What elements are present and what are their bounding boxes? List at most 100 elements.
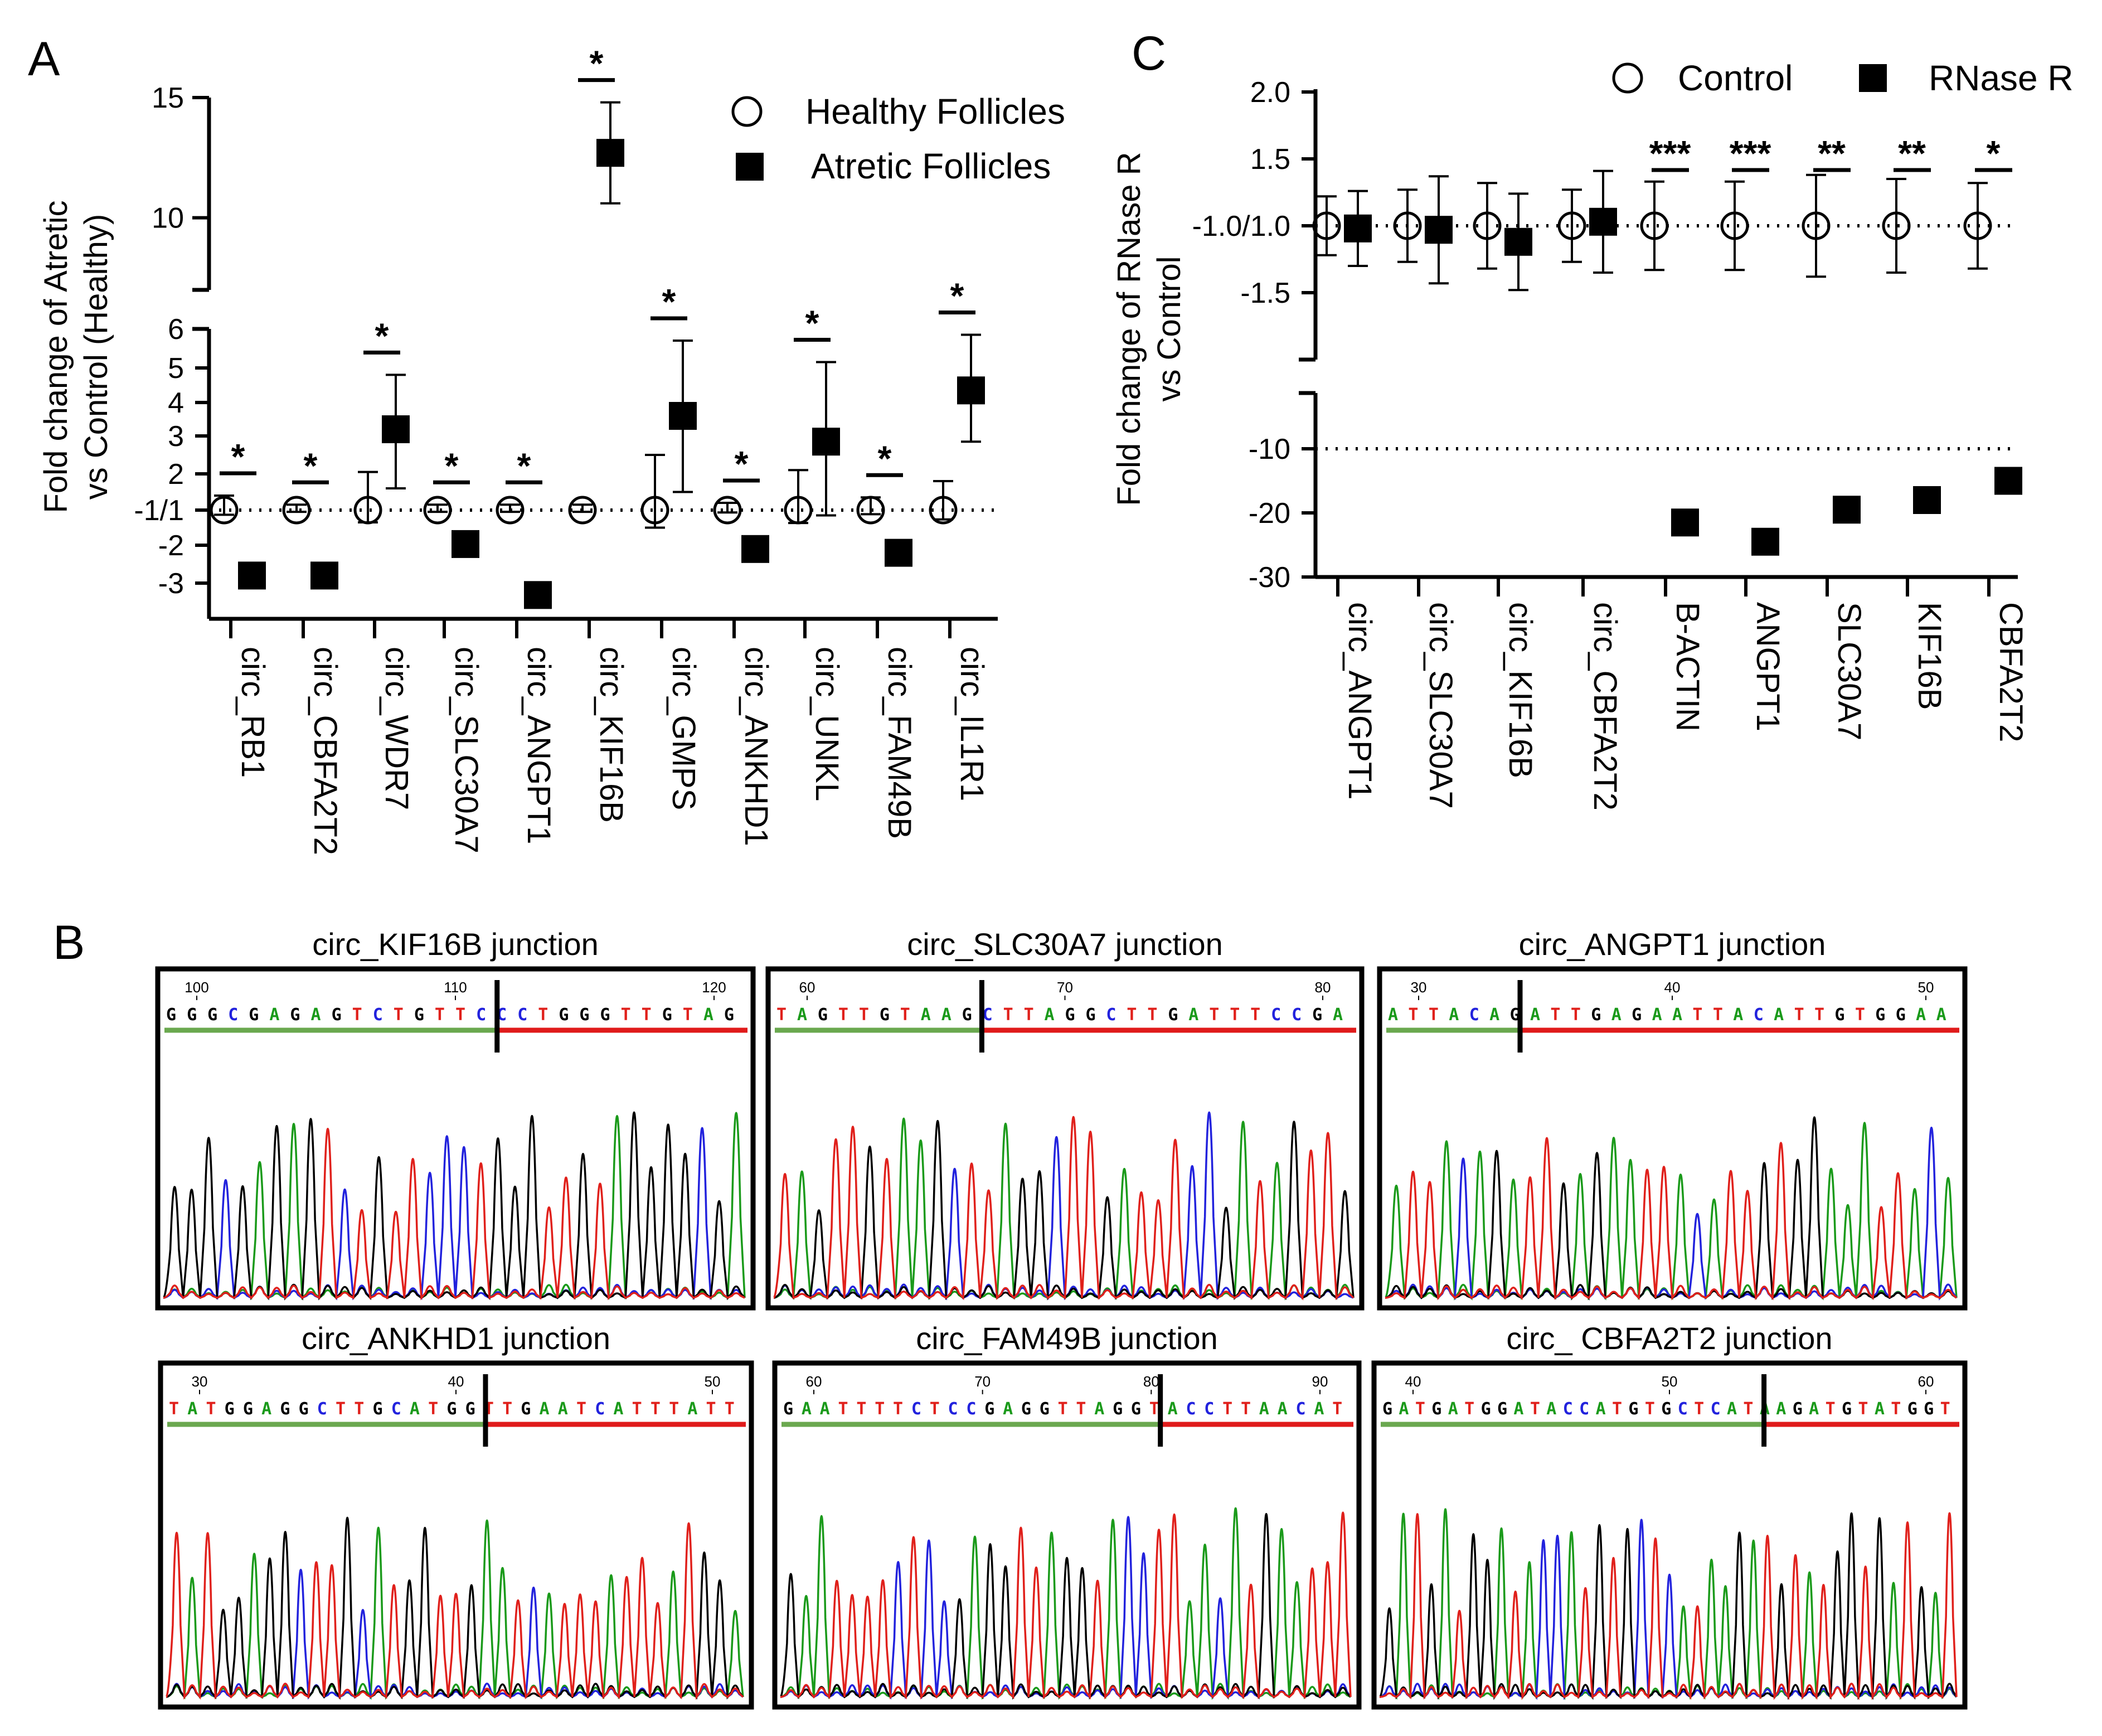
base-call: G <box>1065 1005 1075 1025</box>
base-call: C <box>911 1399 921 1419</box>
base-call: A <box>261 1399 271 1419</box>
base-call: G <box>187 1005 197 1025</box>
base-call: A <box>687 1399 697 1419</box>
base-call: G <box>984 1399 994 1419</box>
point-atretic <box>310 561 338 590</box>
base-position: 50 <box>1918 979 1934 996</box>
chart-a: 15 10 6 543 2-1/1-2 -3 Fold change of Atretic v… <box>38 43 1065 855</box>
base-call: G <box>600 1005 610 1025</box>
significance-label: * <box>950 276 964 316</box>
base-call: A <box>1513 1399 1523 1419</box>
base-position: 60 <box>1918 1373 1934 1390</box>
base-call: G <box>249 1005 259 1025</box>
base-call: T <box>394 1005 404 1025</box>
x-tick-label: circ_GMPS <box>666 647 702 810</box>
point-control <box>1802 211 1831 240</box>
base-call: T <box>706 1399 716 1419</box>
y-tick-label: -3 <box>158 568 184 600</box>
base-call: T <box>1076 1399 1086 1419</box>
base-position: 40 <box>448 1373 464 1390</box>
base-position: 40 <box>1405 1373 1421 1390</box>
base-call: T <box>1694 1399 1704 1419</box>
significance-label: * <box>231 437 245 477</box>
x-tick-label: circ_UNKL <box>809 647 845 801</box>
base-call: A <box>1489 1005 1499 1025</box>
significance-label: ** <box>1898 133 1926 173</box>
base-call: T <box>1058 1399 1068 1419</box>
base-call: A <box>1611 1005 1622 1025</box>
base-call: A <box>1936 1005 1946 1025</box>
x-tick-label: circ_ANGPT1 <box>521 647 557 845</box>
legend-healthy-label: Healthy Follicles <box>805 91 1065 132</box>
base-call: C <box>517 1005 527 1025</box>
base-call: A <box>311 1005 321 1025</box>
base-call: T <box>1332 1399 1342 1419</box>
base-call: T <box>1024 1005 1034 1025</box>
point-healthy <box>640 496 669 525</box>
panel-letter-b: B <box>53 916 85 969</box>
y-tick-label: 5 <box>168 352 184 385</box>
legend-open-circle <box>1612 62 1643 94</box>
junction-title: circ_SLC30A7 junction <box>907 927 1223 962</box>
junction-title: circ_ CBFA2T2 junction <box>1506 1321 1832 1356</box>
base-call: G <box>225 1399 235 1419</box>
base-call: T <box>538 1005 548 1025</box>
base-call: G <box>1085 1005 1095 1025</box>
point-atretic <box>524 581 552 609</box>
y-axis-title: Fold change of Atretic vs Control (Health… <box>38 201 114 513</box>
base-call: C <box>1204 1399 1214 1419</box>
base-call: T <box>354 1399 364 1419</box>
base-call: A <box>558 1399 568 1419</box>
y-tick-label: 2 <box>168 458 184 491</box>
y-axis-title-line: vs Control (Healthy) <box>78 214 114 500</box>
base-call: C <box>1295 1399 1305 1419</box>
base-position: 70 <box>1057 979 1073 996</box>
x-tick-label: CBFA2T2 <box>1993 602 2029 742</box>
base-call: C <box>1469 1005 1479 1025</box>
base-call: T <box>859 1005 869 1025</box>
base-call: T <box>893 1399 903 1419</box>
base-call: A <box>703 1005 713 1025</box>
legend-open-circle <box>731 96 763 127</box>
trace-G <box>773 1119 1355 1301</box>
panel-letter-a: A <box>28 32 60 86</box>
point-rnase <box>1833 496 1861 524</box>
x-tick-label: circ_SLC30A7 <box>1423 602 1459 809</box>
x-tick-label: circ_RB1 <box>235 647 271 778</box>
base-position: 60 <box>799 979 815 996</box>
base-call: G <box>1924 1399 1934 1419</box>
base-call: C <box>1292 1005 1302 1025</box>
base-position: 70 <box>974 1373 991 1390</box>
legend-filled-square <box>736 153 764 181</box>
base-call: A <box>1168 1399 1178 1419</box>
base-call: T <box>435 1005 445 1025</box>
point-rnase <box>1671 508 1699 537</box>
base-call: T <box>1550 1005 1560 1025</box>
point-healthy <box>856 496 885 525</box>
base-call: C <box>966 1399 976 1419</box>
significance-label: * <box>878 438 892 478</box>
base-call: T <box>352 1005 362 1025</box>
legend-control-label: Control <box>1678 58 1793 98</box>
base-call: G <box>465 1399 475 1419</box>
base-call: T <box>1230 1005 1240 1025</box>
point-atretic <box>452 530 479 558</box>
base-call: G <box>521 1399 531 1419</box>
x-tick-label: circ_IL1R1 <box>954 647 990 801</box>
significance-label: * <box>590 43 604 84</box>
base-call: A <box>1259 1399 1269 1419</box>
base-call: G <box>1628 1399 1638 1419</box>
trace-T <box>773 1116 1355 1301</box>
legend-rnase-label: RNase R <box>1929 58 2074 98</box>
base-call: C <box>1678 1399 1688 1419</box>
base-call: G <box>290 1005 300 1025</box>
point-healthy <box>713 496 742 525</box>
point-atretic <box>741 535 769 563</box>
point-healthy <box>568 496 597 525</box>
base-call: A <box>1003 1399 1013 1419</box>
point-control <box>1473 211 1502 240</box>
x-tick-label: KIF16B <box>1911 602 1948 710</box>
base-call: G <box>1842 1399 1852 1419</box>
base-call: A <box>1278 1399 1288 1419</box>
